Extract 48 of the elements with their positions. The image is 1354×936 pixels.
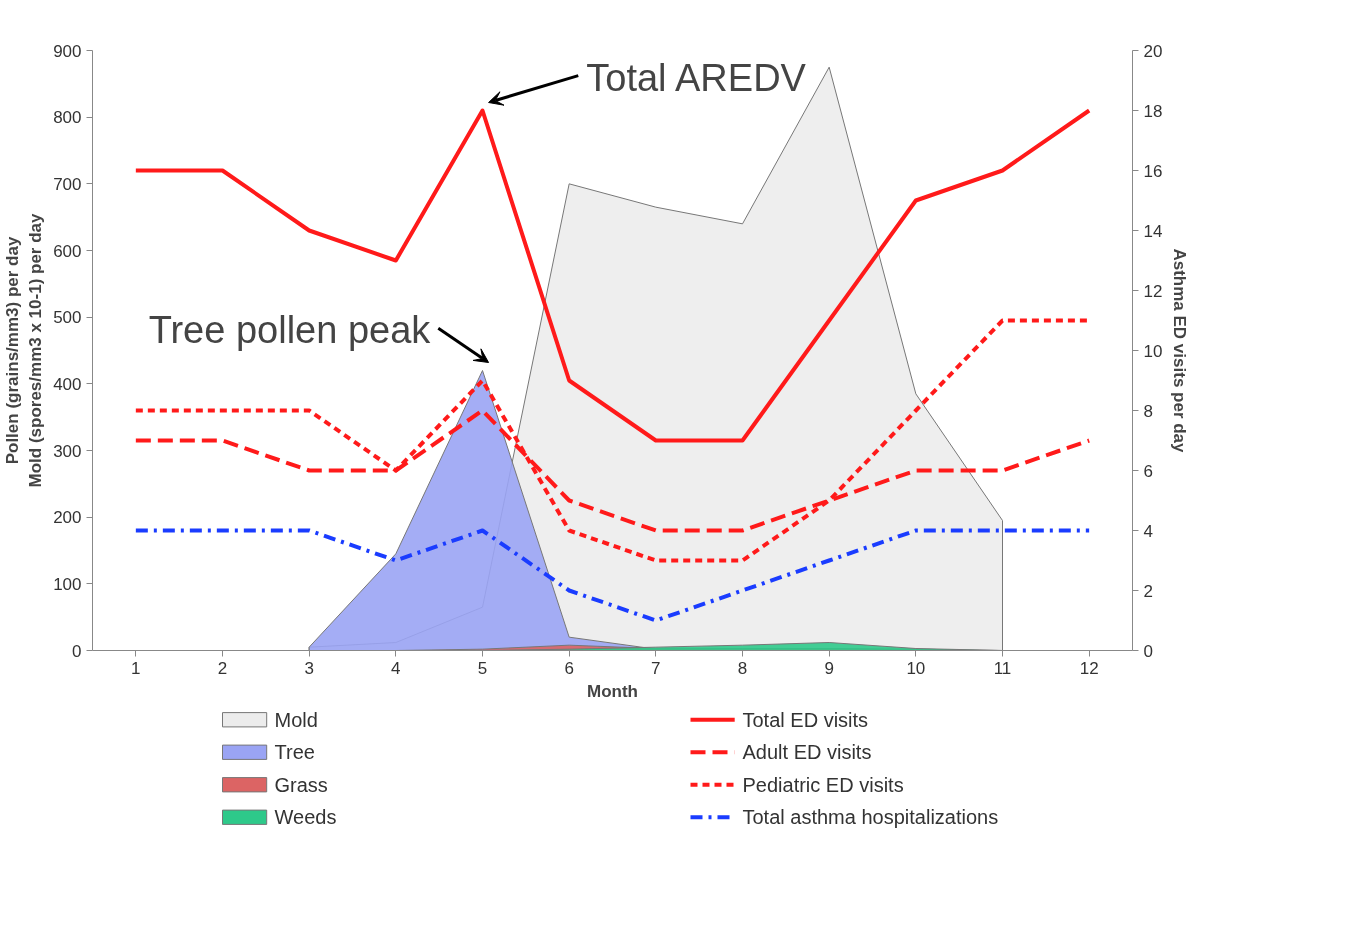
y2-tick-label: 18 [1143,101,1163,121]
legend-label: Total ED visits [742,708,869,731]
x-axis-title: Month [587,681,638,701]
x-tick-label: 11 [993,658,1012,678]
y-axis-title: Pollen (grains/mm3) per day Mold (spores/mm3 x 10-1) per day [3,212,46,488]
line-series [133,108,1092,443]
legend-label: Weeds [274,806,337,829]
x-tick-label: 5 [477,658,488,678]
y-tick-label: 400 [53,374,82,394]
y-tick-label: 600 [53,241,82,261]
x-tick-label: 8 [737,658,748,678]
y2-tick-label: 16 [1143,161,1163,181]
y2-tick-label: 20 [1143,41,1163,61]
legend-label: Total asthma hospitalizations [742,806,999,829]
x-tick-label: 6 [564,658,574,678]
y-tick-label: 700 [53,174,82,194]
x-tick-label: 3 [304,658,314,678]
legend-label: Tree [274,741,315,764]
y-tick-label: 900 [53,41,82,61]
y-tick-label: 200 [53,508,82,528]
legend-label: Pediatric ED visits [742,773,904,796]
y2-tick-label: 4 [1143,521,1153,541]
y-tick-label: 800 [53,108,82,128]
x-tick-label: 12 [1079,658,1099,678]
x-tick-label: 9 [824,658,834,678]
x-tick-label: 2 [217,658,228,678]
y2-tick-label: 2 [1143,581,1153,601]
y2-tick-label: 8 [1143,401,1153,421]
line-series [133,528,1092,623]
legend-label: Adult ED visits [742,741,872,764]
y2-tick-label: 14 [1143,221,1163,241]
y-tick-label: 0 [72,641,82,661]
x-tick-label: 1 [131,658,141,678]
x-tick-label: 10 [906,658,926,678]
x-tick-label: 4 [391,658,401,678]
y2-tick-label: 0 [1143,641,1153,661]
x-tick-label: 7 [651,658,661,678]
y2-axis-title: Asthma ED visits per day [1170,248,1190,454]
legend-label: Grass [274,773,328,796]
y-tick-label: 500 [53,308,82,328]
y-tick-label: 300 [53,441,82,461]
annotation: Total AREDV [586,56,807,99]
annotation: Tree pollen peak [148,309,432,352]
y-tick-label: 100 [53,574,82,594]
y2-tick-label: 12 [1143,281,1163,301]
legend-label: Mold [274,708,318,731]
y2-tick-label: 6 [1143,461,1153,481]
y2-tick-label: 10 [1143,341,1163,361]
